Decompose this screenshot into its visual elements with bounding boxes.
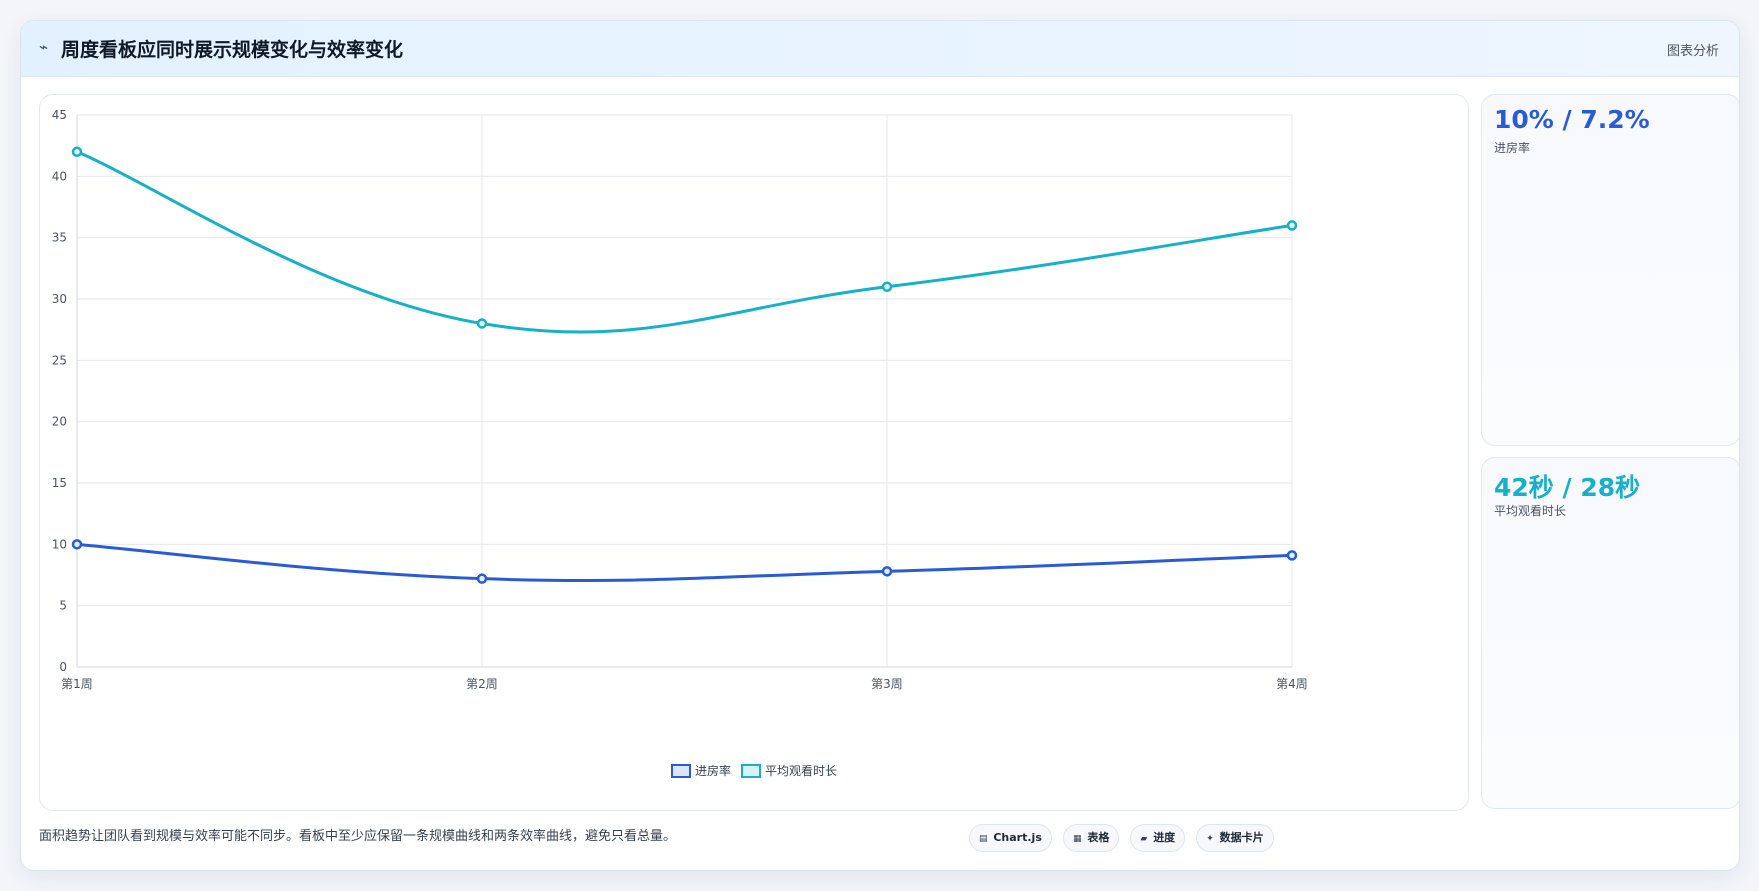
chart-card: 0 5 10 15 20 25 30 35 40 45 第1周 第2周 第3周 第4周 进房率 平均观看时长: [39, 94, 1469, 811]
y-tick-label: 15: [52, 476, 67, 490]
y-tick-label: 40: [52, 169, 67, 183]
progress-icon: ▰: [1140, 834, 1148, 844]
series-line-2: [76, 150, 1293, 334]
y-tick-label: 25: [52, 353, 67, 367]
stat-label: 平均观看时长: [1494, 504, 1567, 518]
stat-card-entry-rate: 10% / 7.2% 进房率: [1481, 94, 1739, 446]
footer-note: 面积趋势让团队看到规模与效率可能不同步。看板中至少应保留一条规模曲线和两条效率曲…: [39, 829, 677, 844]
chip-group: ▤ Chart.js ▦ 表格 ▰ 进度 ✦ 数据卡片: [969, 824, 1280, 852]
legend-label: 进房率: [694, 764, 731, 778]
y-tick-label: 0: [59, 660, 67, 674]
y-tick-label: 45: [52, 108, 67, 122]
chip-data-card[interactable]: ✦ 数据卡片: [1196, 824, 1274, 852]
legend-item[interactable]: 进房率: [670, 762, 731, 779]
data-point: [476, 573, 488, 584]
data-point: [881, 566, 893, 577]
panel-title: 周度看板应同时展示规模变化与效率变化: [61, 39, 404, 61]
chip-label: Chart.js: [993, 831, 1042, 844]
chart-analysis-link[interactable]: 图表分析: [1666, 44, 1719, 59]
x-tick-label: 第4周: [1276, 677, 1308, 691]
stat-value: 10% / 7.2%: [1494, 105, 1650, 134]
stat-label: 进房率: [1494, 141, 1531, 155]
legend-swatch: [741, 764, 761, 778]
line-chart: 0 5 10 15 20 25 30 35 40 45 第1周 第2周 第3周 第4周: [52, 108, 1308, 691]
series-line-1: [76, 542, 1293, 582]
chip-progress[interactable]: ▰ 进度: [1130, 824, 1186, 852]
trend-line-icon: ⌁: [39, 38, 49, 56]
y-tick-label: 30: [52, 292, 67, 306]
y-tick-label: 5: [59, 599, 67, 613]
sparkle-icon: ✦: [1206, 834, 1214, 844]
table-icon: ▤: [979, 834, 988, 844]
chip-label: 进度: [1153, 831, 1176, 844]
data-point: [476, 318, 488, 329]
legend-item[interactable]: 平均观看时长: [741, 762, 837, 779]
y-tick-label: 20: [52, 415, 67, 429]
x-tick-label: 第2周: [466, 677, 498, 691]
legend-swatch: [670, 764, 691, 778]
data-point: [881, 281, 893, 292]
legend-label: 平均观看时长: [765, 764, 838, 778]
chip-table[interactable]: ▦ 表格: [1062, 824, 1120, 852]
data-point: [71, 539, 83, 550]
dashboard-panel: ⌁ 周度看板应同时展示规模变化与效率变化 图表分析 0 5 10 15 20 25 30 35…: [20, 20, 1740, 871]
panel-header: ⌁ 周度看板应同时展示规模变化与效率变化 图表分析: [21, 21, 1739, 77]
chip-label: 数据卡片: [1219, 831, 1264, 844]
data-point: [1286, 550, 1298, 561]
grid-icon: ▦: [1072, 834, 1082, 844]
data-point: [1286, 220, 1298, 231]
stat-card-watch-time: 42秒 / 28秒 平均观看时长: [1481, 457, 1739, 809]
chip-label: 表格: [1087, 831, 1110, 844]
chip-chartjs[interactable]: ▤ Chart.js: [969, 824, 1052, 852]
y-tick-label: 35: [52, 231, 67, 245]
chart-legend: 进房率 平均观看时长: [40, 762, 1468, 779]
x-tick-label: 第3周: [871, 677, 903, 691]
stat-value: 42秒 / 28秒: [1494, 473, 1641, 502]
y-tick-label: 10: [52, 537, 67, 551]
data-point: [71, 146, 83, 158]
x-tick-label: 第1周: [61, 677, 93, 691]
